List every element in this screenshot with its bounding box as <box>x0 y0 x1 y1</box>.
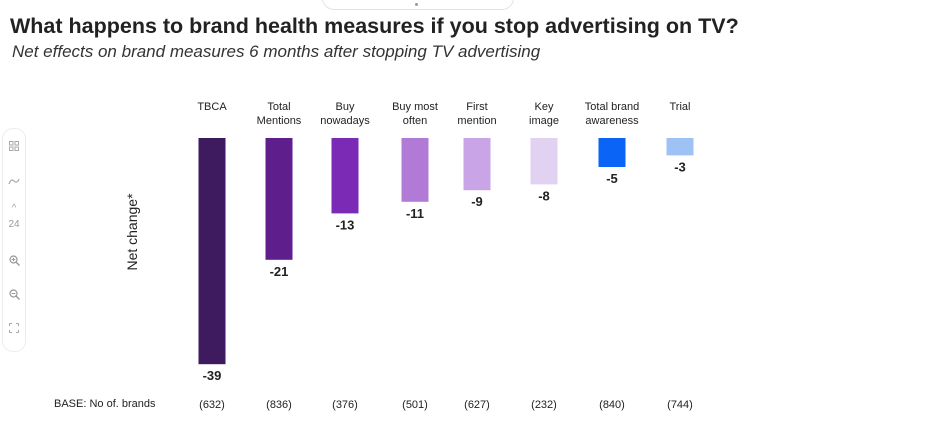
data-label: -39 <box>203 368 222 383</box>
data-label: -21 <box>270 264 289 279</box>
data-label: -13 <box>336 217 355 232</box>
tab-dot <box>415 3 418 6</box>
base-count: (501) <box>402 399 428 411</box>
base-count: (376) <box>332 399 358 411</box>
category-label-line: awareness <box>585 115 639 127</box>
zoom-in-icon[interactable] <box>3 255 25 270</box>
chevron-up-icon[interactable]: ^ <box>11 203 17 214</box>
chart-subtitle: Net effects on brand measures 6 months a… <box>12 42 541 61</box>
category-label-line: Total <box>267 101 290 113</box>
base-label: BASE: No of. brands <box>54 398 156 410</box>
category-label: Key image <box>529 101 559 127</box>
bar <box>598 138 626 167</box>
category-label: First mention <box>457 101 496 127</box>
data-label: -3 <box>674 159 686 174</box>
base-count: (232) <box>531 399 557 411</box>
base-count: (744) <box>667 399 693 411</box>
data-label: -5 <box>606 171 618 186</box>
category-label-line: Buy <box>336 101 355 113</box>
category-label-line: First <box>466 101 487 113</box>
fit-screen-icon[interactable] <box>3 323 25 337</box>
base-count: (836) <box>266 399 292 411</box>
category-label-line: TBCA <box>197 101 227 113</box>
grid-icon[interactable] <box>3 141 25 155</box>
category-label-line: Trial <box>670 101 691 113</box>
category-label: TBCA <box>197 101 227 113</box>
category-label-line: Total brand <box>585 101 639 113</box>
category-label: Total brand awareness <box>585 101 639 127</box>
base-count: (632) <box>199 399 225 411</box>
bar <box>401 138 429 202</box>
chart-title: What happens to brand health measures if… <box>10 14 739 38</box>
category-label-line: Key <box>535 101 554 113</box>
category-label-line: often <box>403 115 427 127</box>
category-label-line: mention <box>457 115 496 127</box>
zoom-out-icon[interactable] <box>3 289 25 304</box>
bar <box>666 138 694 156</box>
bar <box>331 138 359 214</box>
bar <box>198 138 226 365</box>
bar <box>265 138 293 260</box>
bar <box>463 138 491 191</box>
base-count: (840) <box>599 399 625 411</box>
data-label: -11 <box>406 206 424 221</box>
category-label-line: Buy most <box>392 101 438 113</box>
category-label-line: Mentions <box>257 115 302 127</box>
pan-icon[interactable] <box>3 177 25 191</box>
category-label-line: image <box>529 115 559 127</box>
bar <box>530 138 558 185</box>
zoom-level: 24 <box>8 219 20 230</box>
base-count: (627) <box>464 399 490 411</box>
category-label: Buy most often <box>392 101 438 127</box>
category-label: Total Mentions <box>257 101 302 127</box>
viewer-toolbar: ^ 24 <box>2 128 26 352</box>
category-label: Buy nowadays <box>320 101 370 127</box>
data-label: -9 <box>471 194 483 209</box>
data-label: -8 <box>538 188 550 203</box>
category-label: Trial <box>670 101 691 113</box>
category-label-line: nowadays <box>320 115 370 127</box>
